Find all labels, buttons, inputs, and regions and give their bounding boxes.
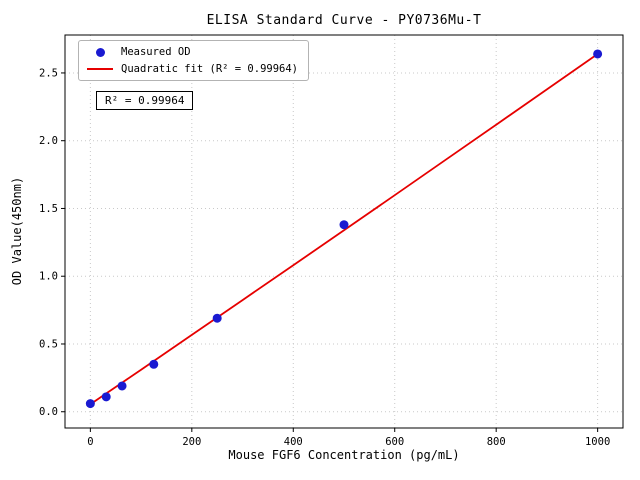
r-squared-annotation: R² = 0.99964	[96, 91, 194, 110]
svg-text:800: 800	[487, 436, 506, 448]
svg-text:1.0: 1.0	[39, 271, 58, 283]
legend-item-fit: Quadratic fit (R² = 0.99964)	[87, 63, 298, 75]
svg-text:400: 400	[284, 436, 303, 448]
svg-text:1.5: 1.5	[39, 203, 58, 215]
y-axis-label: OD Value(450nm)	[10, 176, 24, 286]
svg-text:2.0: 2.0	[39, 135, 58, 147]
legend-label-measured: Measured OD	[121, 46, 191, 58]
svg-text:1000: 1000	[585, 436, 610, 448]
svg-text:200: 200	[182, 436, 201, 448]
chart-title: ELISA Standard Curve - PY0736Mu-T	[206, 13, 482, 28]
legend-item-measured: Measured OD	[87, 46, 298, 58]
svg-text:0.5: 0.5	[39, 338, 58, 350]
svg-text:0.0: 0.0	[39, 406, 58, 418]
legend: Measured OD Quadratic fit (R² = 0.99964)	[78, 40, 310, 81]
svg-text:600: 600	[385, 436, 404, 448]
x-axis-label: Mouse FGF6 Concentration (pg/mL)	[228, 448, 460, 462]
legend-label-fit: Quadratic fit (R² = 0.99964)	[121, 63, 299, 75]
measured-od-marker-icon	[87, 47, 113, 57]
svg-text:0: 0	[87, 436, 93, 448]
svg-text:2.5: 2.5	[39, 67, 58, 79]
fit-line-marker-icon	[87, 68, 113, 70]
